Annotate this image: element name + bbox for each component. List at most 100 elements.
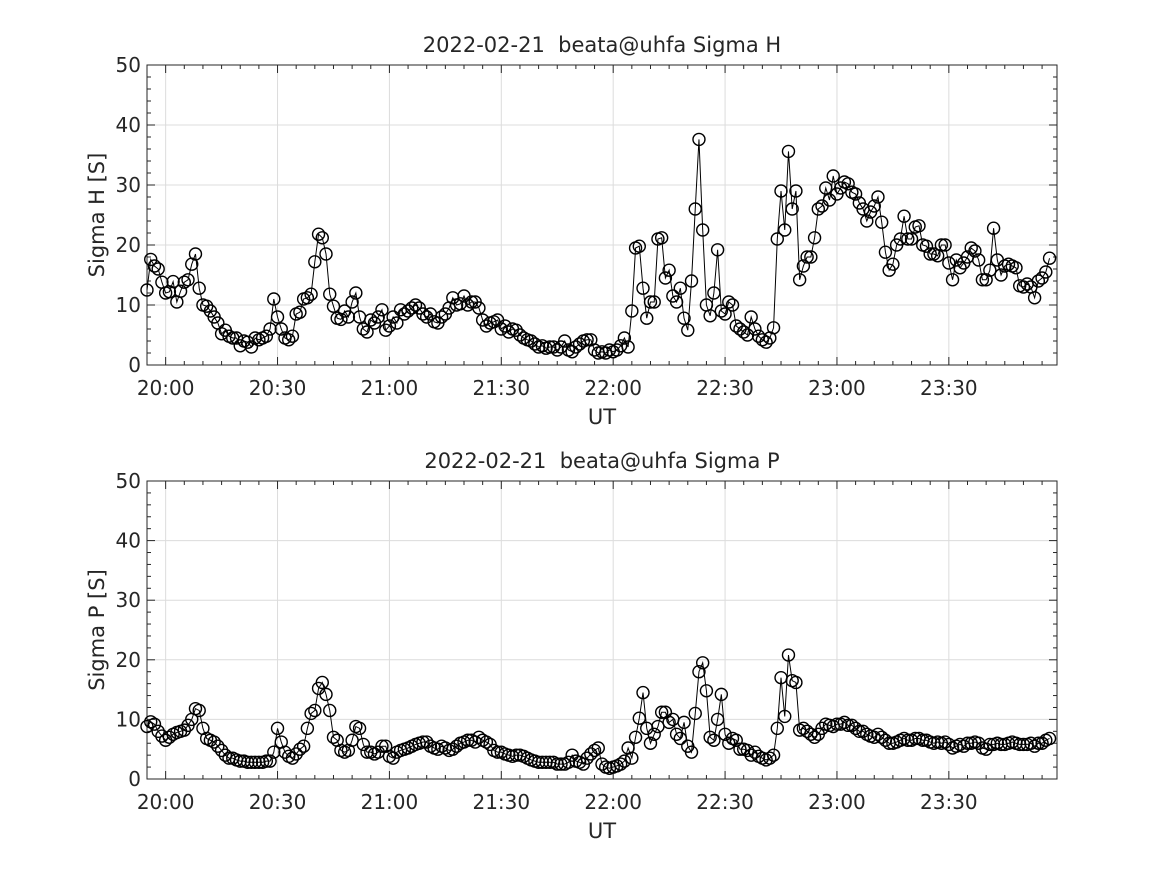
chart-title: 2022-02-21 beata@uhfa Sigma P bbox=[424, 449, 779, 473]
data-point bbox=[192, 703, 206, 718]
data-point bbox=[681, 323, 695, 337]
data-point bbox=[356, 737, 371, 752]
data-point bbox=[886, 257, 900, 271]
data-point bbox=[677, 311, 691, 325]
data-point bbox=[942, 737, 956, 752]
data-point bbox=[986, 221, 1001, 235]
data-point bbox=[166, 274, 180, 289]
data-point bbox=[826, 169, 840, 183]
data-point bbox=[267, 745, 281, 759]
x-tick-label: 22:00 bbox=[584, 790, 642, 814]
data-point bbox=[199, 299, 214, 313]
data-point bbox=[479, 319, 494, 333]
data-point bbox=[1024, 736, 1038, 750]
data-point bbox=[1031, 274, 1046, 288]
data-point bbox=[707, 286, 721, 300]
data-point bbox=[983, 263, 997, 277]
data-point bbox=[621, 340, 635, 354]
data-point bbox=[643, 295, 658, 309]
data-point bbox=[968, 244, 982, 258]
data-point bbox=[893, 232, 908, 246]
axes-box bbox=[146, 480, 1058, 780]
data-point bbox=[1027, 739, 1042, 753]
data-point bbox=[360, 325, 374, 339]
data-point bbox=[218, 748, 233, 762]
data-point bbox=[945, 273, 960, 287]
data-point bbox=[513, 328, 527, 342]
data-point bbox=[669, 295, 684, 309]
data-point bbox=[770, 232, 784, 246]
data-point bbox=[860, 214, 874, 228]
data-point bbox=[696, 223, 710, 237]
data-point bbox=[375, 739, 389, 753]
data-point bbox=[311, 227, 326, 241]
data-point bbox=[971, 253, 986, 267]
data-point bbox=[625, 751, 639, 765]
data-point bbox=[144, 252, 158, 267]
data-point bbox=[360, 745, 374, 759]
data-point bbox=[244, 340, 259, 354]
data-point bbox=[319, 687, 333, 702]
data-point bbox=[662, 715, 676, 730]
data-point bbox=[550, 343, 564, 357]
data-point bbox=[628, 730, 643, 744]
data-point bbox=[841, 177, 855, 191]
data-point bbox=[349, 286, 363, 300]
data-point bbox=[640, 311, 654, 325]
data-point bbox=[147, 259, 162, 273]
data-point bbox=[759, 335, 773, 349]
data-point bbox=[766, 748, 781, 762]
data-point bbox=[953, 261, 967, 275]
data-point bbox=[901, 232, 915, 246]
data-point bbox=[744, 310, 758, 324]
data-point bbox=[707, 733, 721, 747]
data-point bbox=[848, 721, 863, 736]
data-point bbox=[852, 724, 867, 739]
data-point bbox=[781, 648, 796, 662]
data-point bbox=[587, 743, 602, 758]
data-point bbox=[580, 333, 594, 347]
x-tick-label: 22:30 bbox=[696, 790, 754, 814]
data-point bbox=[960, 736, 975, 750]
data-point bbox=[207, 735, 221, 749]
data-point bbox=[472, 301, 486, 315]
data-point bbox=[364, 313, 378, 327]
data-point bbox=[244, 755, 259, 770]
data-point bbox=[625, 304, 639, 318]
data-point bbox=[837, 715, 852, 730]
data-point bbox=[263, 322, 277, 336]
data-point bbox=[800, 250, 814, 264]
data-point bbox=[323, 287, 337, 301]
y-tick-label: 30 bbox=[116, 173, 141, 197]
data-point bbox=[692, 132, 706, 147]
data-point bbox=[304, 706, 318, 721]
data-point bbox=[632, 239, 646, 253]
data-point bbox=[710, 243, 725, 257]
data-point bbox=[293, 305, 307, 319]
data-point bbox=[472, 730, 486, 744]
data-point bbox=[323, 703, 337, 718]
data-point bbox=[703, 730, 717, 744]
data-point bbox=[807, 730, 822, 744]
data-point bbox=[781, 144, 796, 159]
data-point bbox=[658, 271, 673, 285]
data-point bbox=[848, 187, 863, 201]
y-tick-label: 30 bbox=[116, 588, 141, 612]
data-point bbox=[878, 245, 893, 259]
data-point bbox=[613, 757, 628, 771]
data-point bbox=[740, 743, 755, 758]
data-point bbox=[714, 304, 729, 318]
data-point bbox=[494, 322, 508, 336]
x-tick-label: 21:00 bbox=[361, 790, 419, 814]
data-point bbox=[285, 751, 300, 765]
data-point bbox=[748, 322, 762, 336]
data-point bbox=[677, 715, 691, 730]
x-tick-label: 22:00 bbox=[584, 376, 642, 400]
data-point bbox=[434, 310, 449, 324]
data-point bbox=[543, 340, 557, 354]
data-point bbox=[979, 273, 993, 287]
x-tick-label: 23:30 bbox=[920, 790, 978, 814]
data-point bbox=[296, 739, 311, 753]
data-point bbox=[356, 322, 371, 336]
data-point bbox=[688, 202, 702, 216]
